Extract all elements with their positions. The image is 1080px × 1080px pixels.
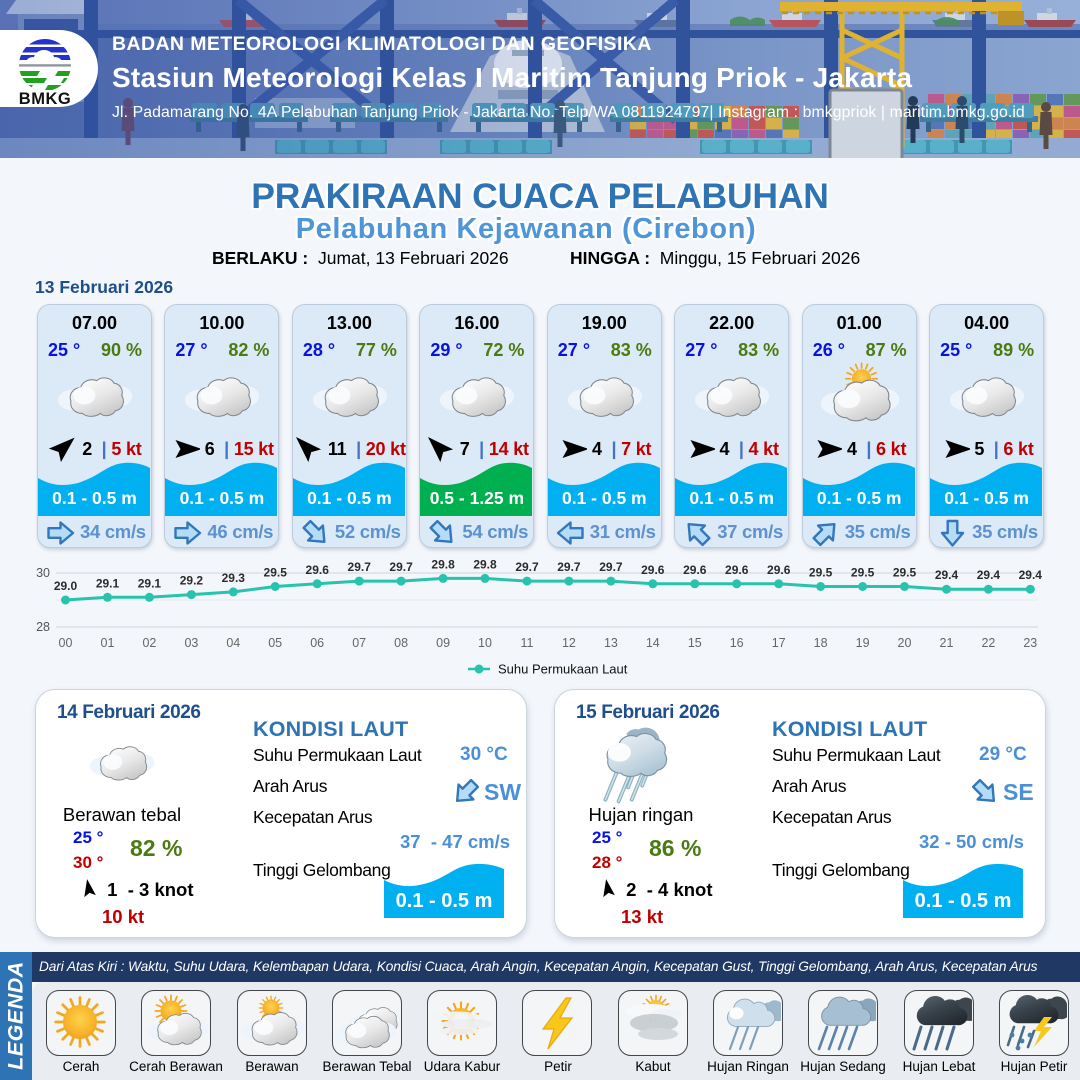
svg-text:29.1: 29.1	[138, 576, 162, 590]
svg-text:19: 19	[856, 636, 870, 650]
svg-text:01: 01	[101, 636, 115, 650]
svg-text:Suhu Permukaan Laut: Suhu Permukaan Laut	[498, 662, 628, 677]
svg-text:12: 12	[562, 636, 576, 650]
svg-text:29.0: 29.0	[54, 579, 78, 593]
svg-text:08: 08	[394, 636, 408, 650]
svg-text:07: 07	[352, 636, 366, 650]
svg-text:14: 14	[646, 636, 660, 650]
svg-text:29.7: 29.7	[557, 560, 581, 574]
svg-text:00: 00	[59, 636, 73, 650]
svg-text:29.5: 29.5	[851, 566, 875, 580]
svg-text:11: 11	[521, 636, 534, 650]
svg-text:29.6: 29.6	[725, 563, 749, 577]
svg-text:20: 20	[898, 636, 912, 650]
svg-text:09: 09	[436, 636, 450, 650]
svg-text:BMKG: BMKG	[19, 90, 71, 108]
svg-text:18: 18	[814, 636, 828, 650]
svg-text:29.7: 29.7	[348, 560, 372, 574]
svg-text:23: 23	[1023, 636, 1037, 650]
svg-text:29.1: 29.1	[96, 576, 120, 590]
svg-text:29.5: 29.5	[809, 566, 833, 580]
svg-text:29.3: 29.3	[222, 571, 246, 585]
svg-text:15: 15	[688, 636, 702, 650]
svg-text:04: 04	[226, 636, 240, 650]
svg-text:29.4: 29.4	[935, 568, 959, 582]
svg-text:29.8: 29.8	[431, 557, 455, 571]
svg-text:29.7: 29.7	[599, 560, 623, 574]
svg-text:29.5: 29.5	[893, 566, 917, 580]
svg-text:03: 03	[184, 636, 198, 650]
svg-text:10: 10	[478, 636, 492, 650]
svg-text:16: 16	[730, 636, 744, 650]
svg-text:05: 05	[268, 636, 282, 650]
svg-text:29.6: 29.6	[306, 563, 330, 577]
svg-text:29.7: 29.7	[389, 560, 413, 574]
svg-text:06: 06	[310, 636, 324, 650]
svg-text:29.6: 29.6	[641, 563, 665, 577]
svg-text:02: 02	[142, 636, 156, 650]
svg-text:29.5: 29.5	[264, 566, 288, 580]
svg-text:30: 30	[36, 566, 50, 580]
svg-text:22: 22	[981, 636, 995, 650]
svg-text:21: 21	[940, 636, 954, 650]
svg-text:28: 28	[36, 620, 50, 634]
svg-text:29.7: 29.7	[515, 560, 539, 574]
svg-text:29.4: 29.4	[1019, 568, 1043, 582]
svg-text:29.8: 29.8	[473, 557, 497, 571]
svg-text:29.2: 29.2	[180, 574, 204, 588]
svg-text:29.4: 29.4	[977, 568, 1001, 582]
svg-text:29.6: 29.6	[683, 563, 707, 577]
svg-text:17: 17	[772, 636, 786, 650]
svg-text:13: 13	[604, 636, 618, 650]
svg-text:29.6: 29.6	[767, 563, 791, 577]
